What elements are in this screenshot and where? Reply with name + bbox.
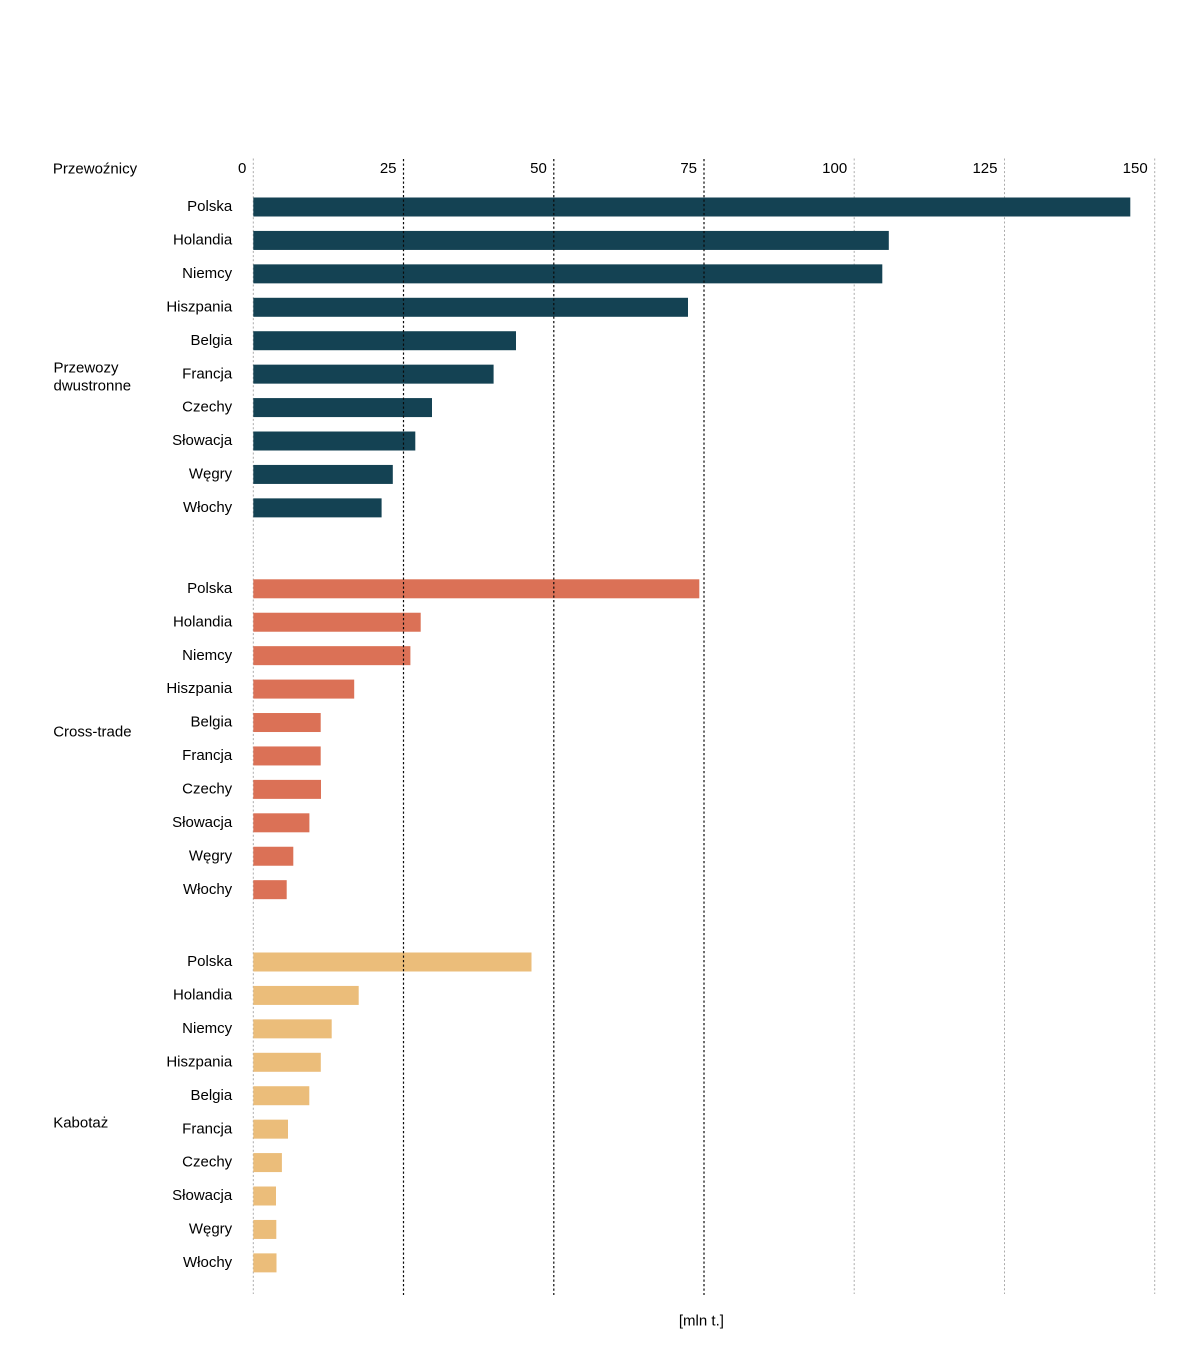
svg-text:Belgia: Belgia bbox=[190, 714, 232, 731]
svg-text:Holandia: Holandia bbox=[173, 232, 233, 249]
svg-text:Hiszpania: Hiszpania bbox=[166, 298, 233, 315]
svg-text:125: 125 bbox=[972, 160, 997, 177]
svg-text:100: 100 bbox=[822, 160, 847, 177]
svg-text:Włochy: Włochy bbox=[183, 1254, 233, 1271]
svg-text:Węgry: Węgry bbox=[189, 1221, 233, 1238]
svg-text:25: 25 bbox=[380, 160, 397, 177]
svg-text:Polska: Polska bbox=[187, 953, 233, 970]
svg-text:Przewoźnicy: Przewoźnicy bbox=[53, 160, 138, 177]
svg-text:Włochy: Włochy bbox=[183, 499, 233, 516]
svg-text:Belgia: Belgia bbox=[190, 332, 232, 349]
svg-text:Francja: Francja bbox=[182, 747, 233, 764]
svg-text:75: 75 bbox=[680, 160, 697, 177]
svg-text:Niemcy: Niemcy bbox=[182, 647, 233, 664]
svg-text:Polska: Polska bbox=[187, 198, 233, 215]
svg-text:0: 0 bbox=[238, 160, 246, 177]
svg-text:Słowacja: Słowacja bbox=[172, 1187, 233, 1204]
svg-text:Holandia: Holandia bbox=[173, 613, 233, 630]
svg-text:50: 50 bbox=[530, 160, 547, 177]
svg-text:dwustronne: dwustronne bbox=[54, 378, 132, 395]
svg-text:Przewozy: Przewozy bbox=[54, 360, 120, 377]
svg-text:[mln t.]: [mln t.] bbox=[679, 1313, 724, 1330]
svg-text:Słowacja: Słowacja bbox=[172, 814, 233, 831]
svg-text:Węgry: Węgry bbox=[189, 466, 233, 483]
svg-text:Kabotaż: Kabotaż bbox=[53, 1115, 108, 1132]
svg-text:Słowacja: Słowacja bbox=[172, 432, 233, 449]
svg-text:Węgry: Węgry bbox=[189, 847, 233, 864]
svg-text:Francja: Francja bbox=[182, 365, 233, 382]
svg-text:Cross-trade: Cross-trade bbox=[53, 723, 131, 740]
svg-text:Czechy: Czechy bbox=[182, 1154, 233, 1171]
svg-text:Niemcy: Niemcy bbox=[182, 265, 233, 282]
svg-text:Włochy: Włochy bbox=[183, 881, 233, 898]
svg-text:Belgia: Belgia bbox=[190, 1087, 232, 1104]
svg-text:Czechy: Czechy bbox=[182, 780, 233, 797]
svg-text:Hiszpania: Hiszpania bbox=[166, 680, 233, 697]
svg-text:Czechy: Czechy bbox=[182, 399, 233, 416]
svg-text:150: 150 bbox=[1123, 160, 1148, 177]
svg-text:Hiszpania: Hiszpania bbox=[166, 1053, 233, 1070]
svg-text:Francja: Francja bbox=[182, 1120, 233, 1137]
svg-text:Polska: Polska bbox=[187, 580, 233, 597]
svg-text:Holandia: Holandia bbox=[173, 987, 233, 1004]
svg-text:Niemcy: Niemcy bbox=[182, 1020, 233, 1037]
